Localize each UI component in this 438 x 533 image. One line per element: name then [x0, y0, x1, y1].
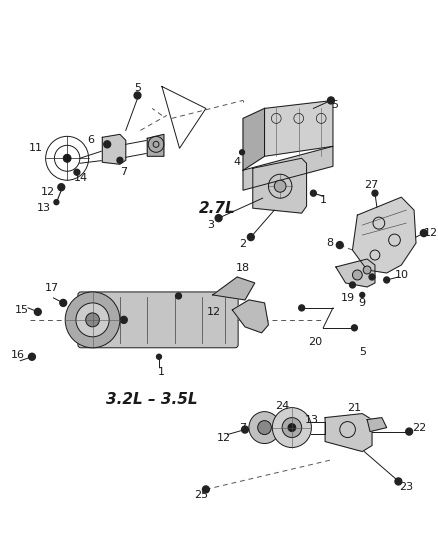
Text: 16: 16	[11, 350, 25, 360]
Text: 8: 8	[326, 238, 334, 248]
Polygon shape	[336, 259, 375, 287]
Circle shape	[247, 233, 254, 240]
Polygon shape	[232, 300, 268, 333]
Circle shape	[202, 486, 209, 493]
Text: 12: 12	[424, 228, 438, 238]
Circle shape	[86, 313, 99, 327]
Circle shape	[384, 277, 390, 283]
Circle shape	[372, 190, 378, 196]
Circle shape	[120, 317, 127, 324]
Circle shape	[156, 354, 162, 359]
Circle shape	[406, 428, 413, 435]
Circle shape	[363, 266, 371, 274]
Circle shape	[328, 97, 334, 104]
Text: 7: 7	[240, 423, 247, 433]
Text: 6: 6	[87, 135, 94, 146]
Text: 25: 25	[194, 490, 208, 500]
Circle shape	[336, 241, 343, 248]
Circle shape	[288, 424, 296, 432]
Text: 20: 20	[308, 337, 322, 347]
Text: 1: 1	[320, 195, 327, 205]
Circle shape	[176, 293, 181, 299]
Polygon shape	[147, 134, 164, 156]
Circle shape	[272, 408, 311, 448]
Polygon shape	[353, 197, 416, 273]
Text: 5: 5	[134, 84, 141, 93]
Text: 2: 2	[240, 239, 247, 249]
Text: 14: 14	[74, 173, 88, 183]
Polygon shape	[253, 158, 307, 213]
Circle shape	[369, 274, 375, 280]
Circle shape	[311, 190, 316, 196]
Circle shape	[350, 282, 355, 288]
Text: 21: 21	[347, 402, 361, 413]
Text: 12: 12	[216, 433, 230, 442]
Text: 17: 17	[44, 283, 59, 293]
Text: 3: 3	[207, 220, 214, 230]
Text: 9: 9	[359, 298, 366, 308]
Text: 19: 19	[340, 293, 355, 303]
Text: 12: 12	[207, 307, 221, 317]
Circle shape	[58, 184, 65, 191]
Text: 11: 11	[29, 143, 43, 154]
FancyBboxPatch shape	[78, 292, 238, 348]
Polygon shape	[243, 147, 333, 190]
Circle shape	[242, 426, 248, 433]
Text: 24: 24	[275, 401, 289, 410]
Polygon shape	[243, 108, 265, 170]
Text: 22: 22	[412, 423, 426, 433]
Circle shape	[360, 293, 365, 297]
Text: 23: 23	[399, 482, 413, 492]
Circle shape	[35, 309, 41, 316]
Polygon shape	[213, 277, 255, 300]
Text: 5: 5	[359, 347, 366, 357]
Circle shape	[353, 270, 362, 280]
Circle shape	[76, 303, 109, 337]
Text: 5: 5	[332, 100, 339, 110]
Circle shape	[104, 141, 111, 148]
Circle shape	[282, 417, 302, 438]
Circle shape	[420, 230, 427, 237]
Circle shape	[117, 157, 123, 163]
Text: 12: 12	[41, 187, 55, 197]
Circle shape	[258, 421, 272, 434]
Circle shape	[299, 305, 304, 311]
Text: 2.7L: 2.7L	[199, 200, 236, 216]
Circle shape	[65, 292, 120, 348]
Circle shape	[134, 92, 141, 99]
Polygon shape	[102, 134, 126, 164]
Text: 15: 15	[15, 305, 29, 315]
Text: 13: 13	[304, 415, 318, 425]
Polygon shape	[325, 414, 372, 451]
Circle shape	[395, 478, 402, 485]
Circle shape	[352, 325, 357, 331]
Text: 1: 1	[157, 367, 164, 377]
Text: 18: 18	[236, 263, 250, 273]
Circle shape	[74, 169, 80, 175]
Circle shape	[249, 411, 280, 443]
Circle shape	[215, 215, 222, 222]
Circle shape	[274, 180, 286, 192]
Text: 4: 4	[233, 157, 241, 167]
Text: 3.2L – 3.5L: 3.2L – 3.5L	[106, 392, 198, 407]
Text: 7: 7	[120, 167, 127, 177]
Polygon shape	[367, 417, 387, 432]
Circle shape	[28, 353, 35, 360]
Circle shape	[240, 150, 244, 155]
Circle shape	[54, 200, 59, 205]
Text: 13: 13	[37, 203, 51, 213]
Circle shape	[60, 300, 67, 306]
Polygon shape	[265, 100, 333, 156]
Circle shape	[153, 141, 159, 147]
Circle shape	[63, 154, 71, 162]
Text: 27: 27	[364, 180, 378, 190]
Text: 10: 10	[394, 270, 408, 280]
